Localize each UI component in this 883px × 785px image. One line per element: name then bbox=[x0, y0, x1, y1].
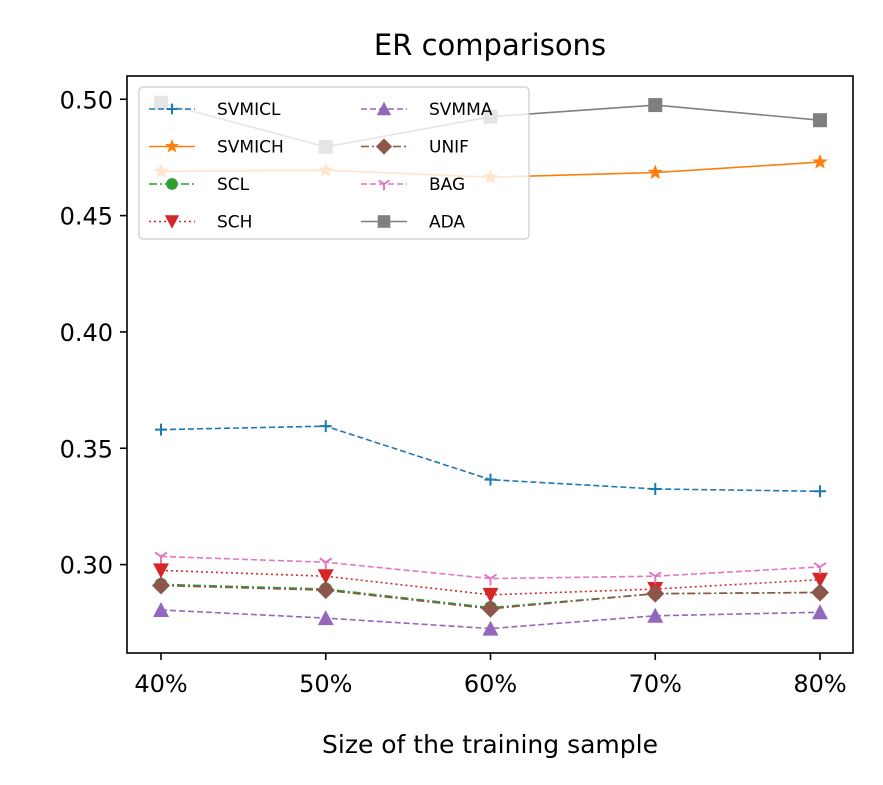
legend-label: SVMMA bbox=[429, 100, 493, 120]
data-point-svmma-3 bbox=[482, 620, 499, 636]
legend-marker-unif bbox=[375, 138, 393, 155]
data-point-svmicl-2 bbox=[319, 420, 332, 433]
legend-item-unif: UNIF bbox=[361, 138, 469, 158]
series-svmicl bbox=[155, 420, 826, 498]
data-point-bag-2 bbox=[319, 557, 333, 570]
legend-item-sch: SCH bbox=[149, 213, 252, 233]
x-axis-title: Size of the training sample bbox=[322, 730, 658, 759]
data-point-sch-2 bbox=[317, 569, 334, 585]
data-point-sch-1 bbox=[153, 563, 169, 579]
legend-label: BAG bbox=[429, 175, 465, 195]
x-tick-label: 50% bbox=[299, 670, 352, 698]
series-line-bag bbox=[160, 555, 821, 580]
data-point-bag-1 bbox=[154, 551, 168, 564]
legend-item-svmich: SVMICH bbox=[149, 138, 284, 158]
x-tick-label: 70% bbox=[629, 670, 682, 698]
series-bag bbox=[154, 551, 827, 586]
legend-label: SVMICH bbox=[217, 138, 284, 158]
data-point-svmicl-5 bbox=[814, 485, 826, 498]
series-line-unif bbox=[160, 584, 821, 610]
series-unif bbox=[152, 576, 829, 618]
data-point-unif-2 bbox=[316, 581, 335, 600]
data-point-unif-1 bbox=[152, 576, 170, 595]
data-point-bag-5 bbox=[813, 562, 827, 574]
legend-item-svmma: SVMMA bbox=[361, 100, 493, 120]
data-point-unif-3 bbox=[481, 599, 500, 618]
x-tick-label: 60% bbox=[464, 670, 517, 698]
legend-marker-bag bbox=[378, 179, 390, 191]
legend-marker-svmich bbox=[164, 139, 180, 153]
legend-label: UNIF bbox=[429, 138, 469, 158]
series-svmma bbox=[153, 601, 828, 636]
legend-marker-ada bbox=[377, 215, 391, 228]
series-line-svmma bbox=[160, 609, 821, 630]
y-tick-label: 0.45 bbox=[60, 203, 113, 231]
legend-item-bag: BAG bbox=[361, 175, 465, 195]
legend-label: SVMICL bbox=[217, 100, 281, 120]
legend-box bbox=[138, 86, 530, 240]
legend: SVMICL SVMICH SCL SCH SVMMA UNIF BAG ADA bbox=[138, 86, 530, 240]
data-point-svmich-4 bbox=[647, 164, 663, 180]
series-sch bbox=[153, 563, 828, 603]
data-point-svmma-2 bbox=[317, 610, 334, 626]
data-point-sch-5 bbox=[812, 572, 828, 588]
data-point-svmicl-3 bbox=[484, 473, 497, 486]
legend-label: SCH bbox=[217, 213, 252, 233]
data-point-unif-5 bbox=[811, 583, 829, 602]
data-point-svmma-1 bbox=[153, 601, 169, 617]
legend-marker-svmicl bbox=[166, 103, 178, 115]
data-point-bag-4 bbox=[648, 571, 662, 584]
data-point-svmich-5 bbox=[812, 153, 828, 169]
y-tick-label: 0.40 bbox=[60, 319, 113, 347]
legend-marker-sch bbox=[164, 215, 180, 229]
data-point-sch-3 bbox=[482, 587, 499, 603]
data-point-unif-4 bbox=[646, 584, 665, 603]
data-point-svmma-5 bbox=[812, 604, 828, 620]
y-tick-label: 0.30 bbox=[60, 552, 113, 580]
axes-layer: 40% 50% 60% 70% 80% 0.30 0.35 0.40 0.45 0.50 bbox=[60, 75, 854, 698]
legend-item-ada: ADA bbox=[361, 213, 465, 233]
legend-label: ADA bbox=[429, 213, 465, 233]
legend-item-scl: SCL bbox=[149, 175, 250, 195]
data-point-ada-5 bbox=[813, 113, 827, 128]
x-tick-label: 40% bbox=[134, 670, 187, 698]
y-tick-label: 0.35 bbox=[60, 435, 113, 463]
data-point-ada-4 bbox=[648, 98, 663, 113]
data-point-svmma-4 bbox=[647, 607, 664, 623]
data-point-bag-3 bbox=[483, 573, 498, 586]
data-point-svmicl-4 bbox=[649, 482, 662, 495]
data-point-svmicl-1 bbox=[155, 423, 167, 436]
legend-label: SCL bbox=[217, 175, 250, 195]
chart-title: ER comparisons bbox=[374, 28, 606, 62]
legend-item-svmicl: SVMICL bbox=[149, 100, 281, 120]
legend-marker-svmma bbox=[376, 101, 392, 116]
legend-marker-scl bbox=[166, 178, 178, 190]
x-tick-label: 80% bbox=[793, 670, 846, 698]
y-tick-label: 0.50 bbox=[60, 86, 113, 114]
